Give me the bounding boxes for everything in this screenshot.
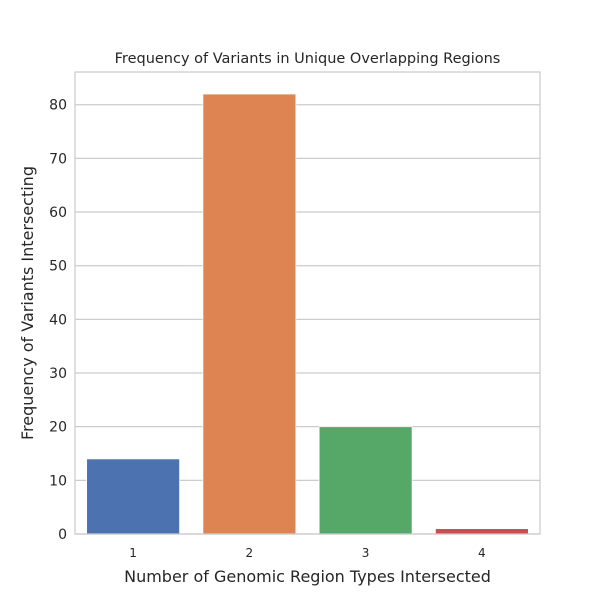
x-tick-label: 3 xyxy=(362,546,370,560)
y-tick-label: 20 xyxy=(49,420,67,436)
x-axis-label: Number of Genomic Region Types Intersect… xyxy=(124,567,491,586)
bars xyxy=(86,93,529,535)
y-tick-label: 0 xyxy=(58,527,67,543)
y-tick-label: 60 xyxy=(49,205,67,221)
x-tick-label: 2 xyxy=(246,546,254,560)
y-axis-label: Frequency of Variants Intersecting xyxy=(18,166,37,440)
x-tick-label: 4 xyxy=(478,546,486,560)
x-tick-label: 1 xyxy=(129,546,137,560)
chart-title: Frequency of Variants in Unique Overlapp… xyxy=(115,51,501,67)
y-tick-label: 70 xyxy=(49,151,67,167)
y-tick-labels: 0 10 20 30 40 50 60 70 80 xyxy=(49,98,67,543)
plot-frame xyxy=(74,71,541,535)
y-tick-label: 80 xyxy=(49,98,67,114)
y-tick-label: 40 xyxy=(49,312,67,328)
y-tick-label: 50 xyxy=(49,259,67,275)
y-tick-label: 10 xyxy=(49,473,67,489)
y-tick-label: 30 xyxy=(49,366,67,382)
bar-4 xyxy=(434,528,529,535)
x-tick-labels: 1 2 3 4 xyxy=(129,546,485,560)
bar-2 xyxy=(202,93,297,535)
bar-3 xyxy=(318,426,413,535)
bar-1 xyxy=(86,458,181,535)
